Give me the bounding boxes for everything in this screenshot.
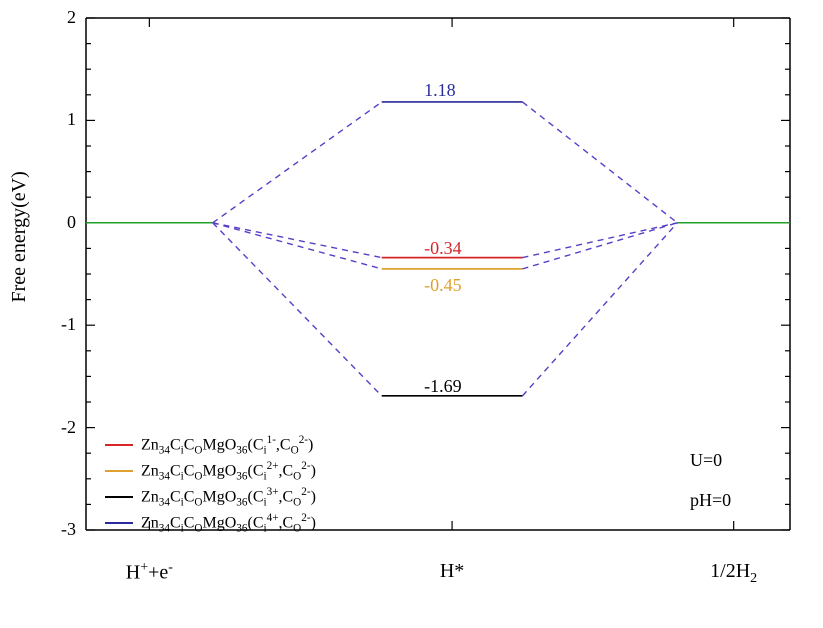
- x-category-label: H*: [402, 560, 502, 583]
- legend-item: Zn34CiCOMgO36(Ci1-,CO2-): [105, 432, 316, 458]
- legend-label: Zn34CiCOMgO36(Ci4+,CO2-): [141, 512, 316, 535]
- legend-item: Zn34CiCOMgO36(Ci2+,CO2-): [105, 458, 316, 484]
- series-value-label: -0.45: [424, 275, 462, 296]
- legend-item: Zn34CiCOMgO36(Ci4+,CO2-): [105, 510, 316, 536]
- free-energy-chart: Free energy(eV) -3 -2 -1 0 1 2 H++e- H* 1/2H2 1.1…: [0, 0, 823, 628]
- legend-swatch: [105, 444, 133, 446]
- legend-label: Zn34CiCOMgO36(Ci3+,CO2-): [141, 486, 316, 509]
- y-axis-label: Free energy(eV): [8, 171, 31, 302]
- legend-item: Zn34CiCOMgO36(Ci3+,CO2-): [105, 484, 316, 510]
- legend-swatch: [105, 522, 133, 524]
- y-tick-label: -3: [36, 519, 76, 540]
- legend-swatch: [105, 470, 133, 472]
- y-tick-label: 1: [36, 109, 76, 130]
- y-tick-label: 0: [36, 212, 76, 233]
- y-tick-label: -2: [36, 417, 76, 438]
- plot-annotation: U=0: [690, 450, 722, 471]
- legend-label: Zn34CiCOMgO36(Ci2+,CO2-): [141, 460, 316, 483]
- series-value-label: -0.34: [424, 238, 462, 259]
- legend-swatch: [105, 496, 133, 498]
- series-value-label: -1.69: [424, 376, 462, 397]
- legend: Zn34CiCOMgO36(Ci1-,CO2-) Zn34CiCOMgO36(Ci…: [105, 432, 316, 536]
- x-category-label: H++e-: [99, 560, 199, 585]
- plot-annotation: pH=0: [690, 490, 731, 511]
- x-category-label: 1/2H2: [684, 560, 784, 587]
- y-tick-label: -1: [36, 314, 76, 335]
- y-tick-label: 2: [36, 7, 76, 28]
- y-axis-label-text: Free energy(eV): [8, 171, 30, 302]
- legend-label: Zn34CiCOMgO36(Ci1-,CO2-): [141, 434, 313, 457]
- series-value-label: 1.18: [424, 80, 456, 101]
